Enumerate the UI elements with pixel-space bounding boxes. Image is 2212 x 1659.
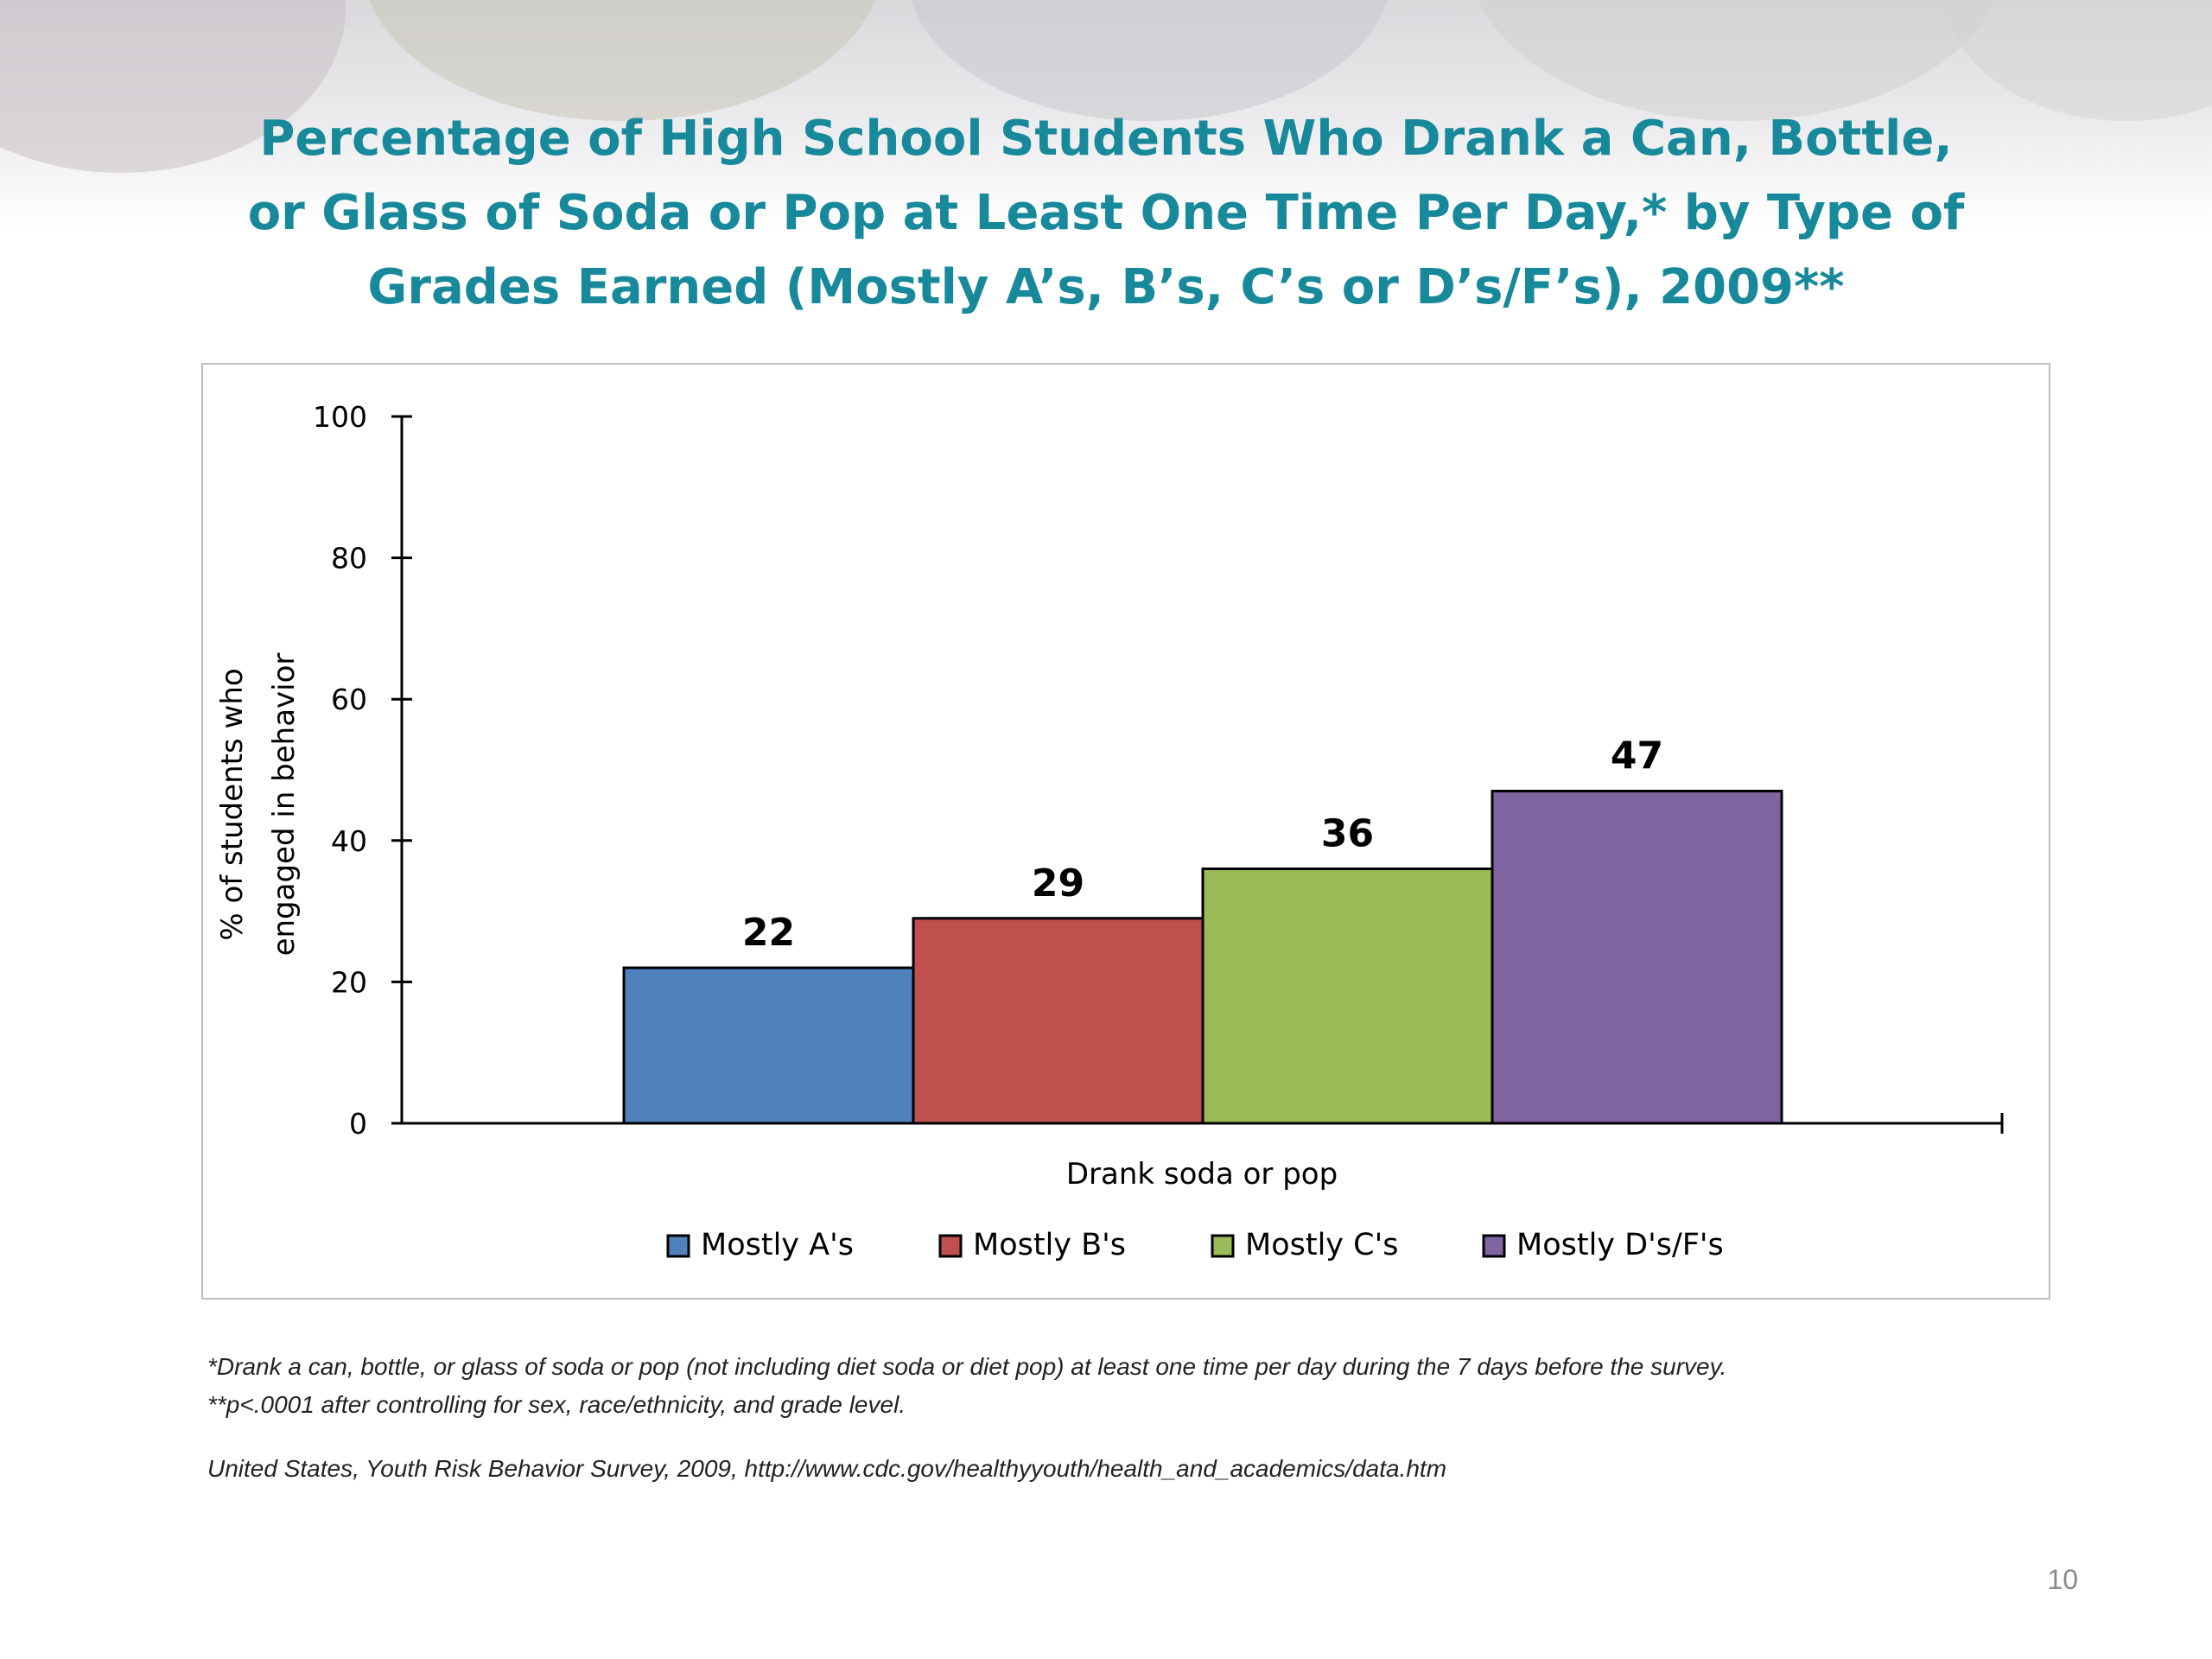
legend-swatch (938, 1234, 963, 1258)
footnote-significance: **p<.0001 after controlling for sex, rac… (207, 1391, 906, 1418)
y-tick-label: 40 (331, 824, 367, 858)
legend-swatch (1211, 1234, 1235, 1258)
data-label: 47 (1611, 734, 1663, 779)
title-line: Percentage of High School Students Who D… (259, 111, 1953, 167)
title-line: Grades Earned (Mostly A’s, B’s, C’s or D… (367, 259, 1845, 315)
footnote-definition: *Drank a can, bottle, or glass of soda o… (207, 1353, 1727, 1380)
bar (1491, 790, 1783, 1125)
legend-label: Mostly B's (973, 1228, 1126, 1262)
y-tick-label: 0 (349, 1107, 367, 1141)
slide-title: Percentage of High School Students Who D… (173, 102, 2039, 325)
legend-swatch (1482, 1234, 1506, 1258)
y-axis-title: % of students who (215, 668, 250, 940)
data-label: 36 (1321, 812, 1374, 856)
legend-label: Mostly D's/F's (1516, 1228, 1724, 1262)
x-axis-title: Drank soda or pop (1066, 1157, 1338, 1192)
legend-label: Mostly C's (1245, 1228, 1398, 1262)
legend-swatch (666, 1234, 690, 1258)
y-tick-label: 20 (331, 965, 367, 999)
data-label: 22 (742, 911, 795, 955)
bar (1201, 868, 1494, 1125)
y-tick-label: 80 (331, 542, 367, 575)
bar (912, 917, 1205, 1125)
legend-label: Mostly A's (701, 1228, 854, 1262)
bar-chart: 0 20 40 60 80 100 % of students who engaged in … (215, 400, 2004, 1262)
source-citation: United States, Youth Risk Behavior Surve… (207, 1455, 1447, 1482)
y-axis-title: engaged in behavior (267, 653, 302, 957)
title-line: or Glass of Soda or Pop at Least One Tim… (247, 185, 1965, 241)
chart-frame: 0 20 40 60 80 100 % of students who engaged in … (201, 363, 2050, 1300)
data-label: 29 (1032, 861, 1084, 906)
y-tick-label: 100 (313, 400, 367, 434)
y-tick-label: 60 (331, 683, 367, 716)
bar (622, 966, 915, 1125)
header-decoration (0, 0, 2212, 229)
slide-number: 10 (2047, 1564, 2078, 1595)
